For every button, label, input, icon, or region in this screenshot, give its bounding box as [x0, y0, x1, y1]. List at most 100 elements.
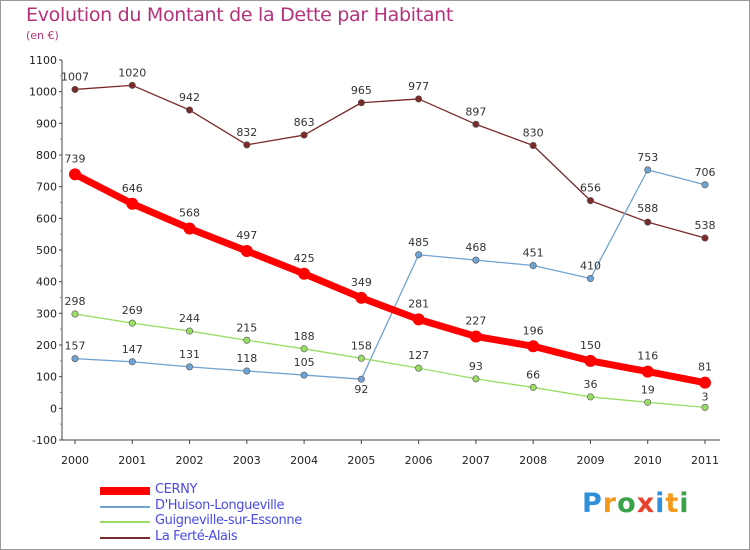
data-point-cerny — [355, 291, 368, 304]
data-label-cerny: 568 — [179, 206, 200, 219]
data-point-cerny — [240, 244, 253, 257]
data-label-cerny: 116 — [637, 350, 658, 363]
data-label-d-huison-longueville: 157 — [65, 340, 86, 353]
proxiti-logo: Proxiti — [582, 488, 690, 519]
data-label-la-ferte-alais: 863 — [294, 116, 315, 129]
data-point-d-huison-longueville — [701, 181, 709, 189]
data-point-guigneville-sur-essonne — [472, 375, 480, 383]
data-label-guigneville-sur-essonne: 298 — [65, 295, 86, 308]
data-point-la-ferte-alais — [644, 218, 652, 226]
y-tick-label: -100 — [32, 434, 57, 447]
data-point-guigneville-sur-essonne — [644, 398, 652, 406]
data-point-d-huison-longueville — [357, 375, 365, 383]
data-label-d-huison-longueville: 92 — [354, 383, 368, 396]
data-label-la-ferte-alais: 1020 — [118, 66, 146, 79]
data-label-la-ferte-alais: 832 — [236, 126, 257, 139]
data-point-cerny — [183, 222, 196, 235]
x-tick-label: 2010 — [634, 454, 662, 467]
data-point-la-ferte-alais — [586, 197, 594, 205]
data-point-guigneville-sur-essonne — [186, 327, 194, 335]
data-label-d-huison-longueville: 131 — [179, 348, 200, 361]
data-label-guigneville-sur-essonne: 66 — [526, 368, 540, 381]
legend-label-cerny: CERNY — [155, 482, 197, 497]
data-label-la-ferte-alais: 830 — [523, 127, 544, 140]
data-point-d-huison-longueville — [243, 367, 251, 375]
data-label-cerny: 281 — [408, 297, 429, 310]
data-label-cerny: 425 — [294, 252, 315, 265]
data-label-cerny: 227 — [465, 314, 486, 327]
data-label-cerny: 497 — [236, 229, 257, 242]
series-line-la-ferte-alais — [74, 84, 706, 239]
y-tick-label: 800 — [36, 149, 57, 162]
x-tick-label: 2000 — [61, 454, 89, 467]
data-label-cerny: 150 — [580, 339, 601, 352]
logo-letter: i — [679, 488, 690, 519]
data-point-cerny — [126, 197, 139, 210]
data-labels-layer: 739 646 568 497 425 349 281 227 196 150 116 81 157 14… — [61, 66, 716, 403]
data-label-la-ferte-alais: 977 — [408, 80, 429, 93]
legend-swatch-dhuison — [100, 506, 150, 508]
data-point-d-huison-longueville — [300, 371, 308, 379]
chart-title: Evolution du Montant de la Dette par Hab… — [26, 4, 454, 26]
data-label-guigneville-sur-essonne: 158 — [351, 339, 372, 352]
data-point-la-ferte-alais — [472, 120, 480, 128]
data-label-guigneville-sur-essonne: 269 — [122, 304, 143, 317]
data-point-la-ferte-alais — [701, 234, 709, 242]
data-label-d-huison-longueville: 468 — [465, 241, 486, 254]
series-line-d-huison-longueville — [74, 169, 706, 380]
data-point-d-huison-longueville — [186, 363, 194, 371]
x-tick-label: 2009 — [576, 454, 604, 467]
data-label-guigneville-sur-essonne: 36 — [583, 378, 597, 391]
data-point-cerny — [699, 376, 711, 389]
y-tick-label: 500 — [36, 244, 57, 257]
y-tick-label: 400 — [36, 276, 57, 289]
data-point-la-ferte-alais — [71, 85, 79, 93]
data-label-guigneville-sur-essonne: 188 — [294, 330, 315, 343]
data-point-cerny — [69, 168, 81, 181]
series-layer — [69, 81, 711, 411]
data-label-la-ferte-alais: 656 — [580, 182, 601, 195]
data-label-d-huison-longueville: 147 — [122, 343, 143, 356]
legend-swatch-cerny — [100, 487, 150, 495]
data-point-d-huison-longueville — [644, 166, 652, 174]
data-point-guigneville-sur-essonne — [71, 310, 79, 318]
x-tick-label: 2005 — [347, 454, 375, 467]
data-point-la-ferte-alais — [128, 81, 136, 89]
legend-label-guigneville: Guigneville-sur-Essonne — [155, 513, 302, 528]
data-label-la-ferte-alais: 942 — [179, 91, 200, 104]
data-label-d-huison-longueville: 410 — [580, 260, 601, 273]
data-label-la-ferte-alais: 588 — [637, 202, 658, 215]
data-label-d-huison-longueville: 105 — [294, 356, 315, 369]
data-label-la-ferte-alais: 1007 — [61, 70, 89, 83]
logo-letter: P — [582, 488, 603, 519]
y-tick-label: 200 — [36, 339, 57, 352]
y-tick-label: 100 — [36, 371, 57, 384]
y-tick-label: 600 — [36, 212, 57, 225]
data-point-cerny — [469, 330, 482, 343]
data-point-d-huison-longueville — [529, 262, 537, 270]
data-point-d-huison-longueville — [415, 251, 423, 259]
data-point-d-huison-longueville — [586, 274, 594, 282]
y-tick-label: 0 — [50, 402, 57, 415]
series-line-guigneville-sur-essonne — [74, 313, 706, 409]
data-label-cerny: 196 — [523, 324, 544, 337]
data-point-guigneville-sur-essonne — [701, 403, 709, 411]
data-point-d-huison-longueville — [472, 256, 480, 264]
legend-swatch-laferte — [100, 537, 150, 539]
x-tick-label: 2007 — [462, 454, 490, 467]
data-label-d-huison-longueville: 118 — [236, 352, 257, 365]
series-line-cerny — [71, 170, 709, 387]
data-point-guigneville-sur-essonne — [586, 393, 594, 401]
y-tick-label: 1100 — [29, 54, 57, 67]
data-point-la-ferte-alais — [529, 142, 537, 150]
logo-letter: x — [636, 488, 656, 519]
x-tick-label: 2006 — [405, 454, 433, 467]
data-point-guigneville-sur-essonne — [300, 345, 308, 353]
data-point-cerny — [641, 365, 654, 378]
data-point-guigneville-sur-essonne — [415, 364, 423, 372]
data-label-d-huison-longueville: 451 — [523, 247, 544, 260]
data-point-la-ferte-alais — [186, 106, 194, 114]
y-tick-label: 900 — [36, 117, 57, 130]
